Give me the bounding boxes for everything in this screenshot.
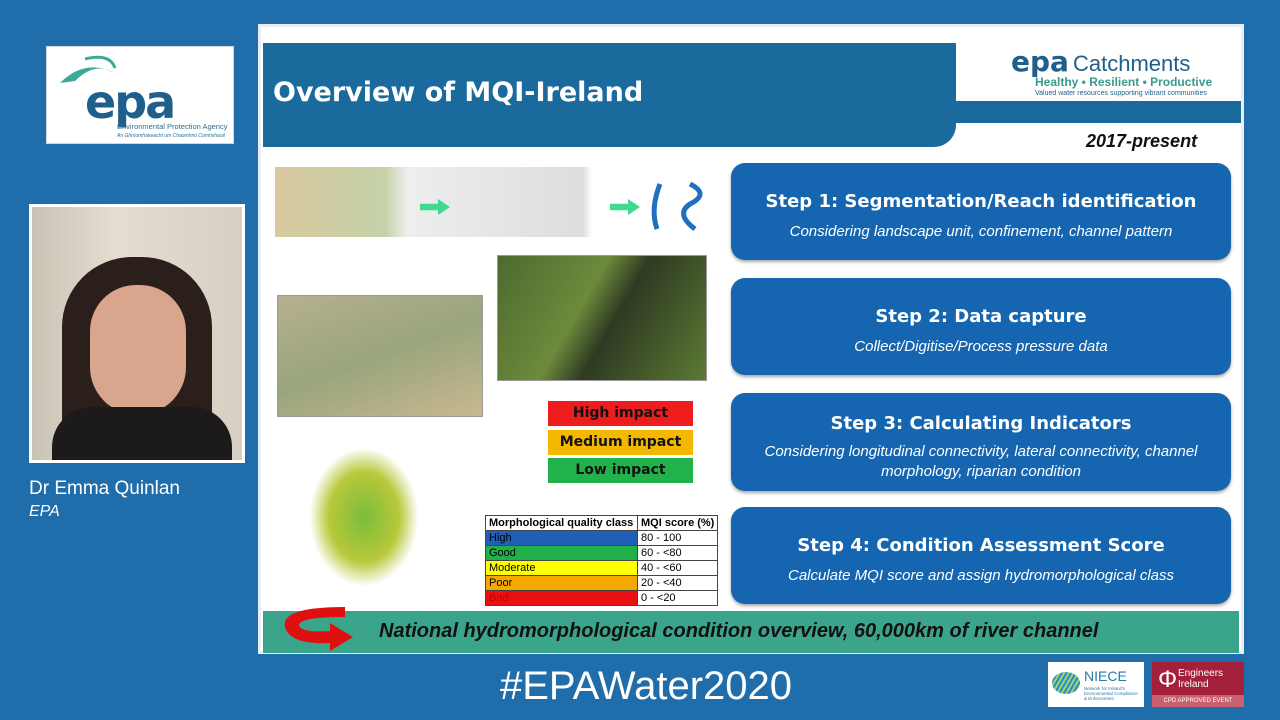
- step-desc: Considering landscape unit, confinement,…: [789, 223, 1173, 240]
- score-cell: 0 - <20: [636, 590, 719, 606]
- score-cell: 80 - 100: [636, 530, 719, 546]
- step-desc: Collect/Digitise/Process pressure data: [854, 338, 1108, 355]
- step-1: Step 1: Segmentation/Reach identificatio…: [731, 163, 1231, 260]
- niece-desc: Network for Ireland's Environmental Comp…: [1084, 686, 1138, 701]
- niece-name: NIECE: [1084, 668, 1127, 684]
- high-impact-label: High impact: [548, 401, 693, 426]
- medium-impact-label: Medium impact: [548, 430, 693, 455]
- step-4: Step 4: Condition Assessment Score Calcul…: [731, 507, 1231, 604]
- presenter-name: Dr Emma Quinlan: [29, 478, 180, 499]
- score-cell: 60 - <80: [636, 545, 719, 561]
- table-row: Poor 20 - <40: [485, 575, 719, 591]
- low-impact-label: Low impact: [548, 458, 693, 483]
- epa-logo-line1: Environmental Protection Agency: [117, 122, 228, 131]
- leaf-icon: [60, 55, 117, 83]
- slide-title: Overview of MQI-Ireland: [273, 77, 644, 108]
- logo-subtagline: Valued water resources supporting vibran…: [1035, 90, 1207, 97]
- engineers-ireland-emblem-icon: Φ: [1158, 666, 1178, 693]
- bottom-banner: [263, 611, 1239, 653]
- table-row: Good 60 - <80: [485, 545, 719, 561]
- presentation-slide: Overview of MQI-Ireland epa Catchments H…: [258, 24, 1244, 654]
- class-cell: High: [485, 530, 638, 546]
- table-header: Morphological quality class: [485, 515, 638, 531]
- header-strip: [956, 101, 1241, 123]
- table-row: High 80 - 100: [485, 530, 719, 546]
- logo-tagline: Healthy • Resilient • Productive: [1035, 75, 1213, 89]
- logo-catchments: Catchments: [1073, 51, 1191, 76]
- ireland-mqi-map: [309, 447, 419, 587]
- engineers-ireland-logo: Φ Engineers Ireland CPD APPROVED EVENT: [1152, 662, 1244, 707]
- logo-epa: epa: [1011, 45, 1069, 78]
- cpd-badge: CPD APPROVED EVENT: [1152, 695, 1244, 707]
- table-header: MQI score (%): [636, 515, 719, 531]
- presenter-org: EPA: [29, 503, 60, 520]
- mqi-class-table: Morphological quality class MQI score (%)…: [485, 515, 719, 606]
- step-2: Step 2: Data capture Collect/Digitise/Pro…: [731, 278, 1231, 375]
- river-segmentation-diagram: [275, 167, 715, 237]
- class-cell: Bad: [485, 590, 638, 606]
- event-hashtag: #EPAWater2020: [500, 664, 793, 708]
- presenter-video: [29, 204, 245, 463]
- epa-wordmark: epa: [85, 75, 176, 129]
- class-cell: Poor: [485, 575, 638, 591]
- niece-logo: NIECE Network for Ireland's Environmenta…: [1048, 662, 1144, 707]
- table-row: Bad 0 - <20: [485, 590, 719, 606]
- step-3: Step 3: Calculating Indicators Considerin…: [731, 393, 1231, 491]
- class-cell: Moderate: [485, 560, 638, 576]
- step-desc: Calculate MQI score and assign hydromorp…: [787, 567, 1174, 584]
- step-title: Step 2: Data capture: [875, 306, 1087, 327]
- score-cell: 40 - <60: [636, 560, 719, 576]
- bottom-banner-text: National hydromorphological condition ov…: [379, 620, 1099, 642]
- epa-catchments-logo: epa Catchments Healthy • Resilient • Pro…: [1011, 31, 1241, 99]
- step-title: Step 4: Condition Assessment Score: [797, 535, 1165, 556]
- period-label: 2017-present: [1086, 131, 1198, 151]
- epa-logo: epa Environmental Protection Agency An G…: [46, 46, 234, 144]
- step-title: Step 3: Calculating Indicators: [830, 413, 1132, 434]
- curved-arrow-icon: [284, 607, 353, 651]
- score-cell: 20 - <40: [636, 575, 719, 591]
- aerial-image: [497, 255, 707, 381]
- table-row: Moderate 40 - <60: [485, 560, 719, 576]
- slide-header-bar: [263, 43, 956, 147]
- ei-name: Engineers Ireland: [1178, 668, 1224, 690]
- historic-map-image: [277, 295, 483, 417]
- step-desc: Considering longitudinal connectivity, l…: [764, 443, 1198, 480]
- class-cell: Good: [485, 545, 638, 561]
- step-title: Step 1: Segmentation/Reach identificatio…: [765, 191, 1197, 212]
- epa-logo-line2: An Ghníomhaireacht um Chaomhnú Comhshaoi…: [117, 133, 225, 139]
